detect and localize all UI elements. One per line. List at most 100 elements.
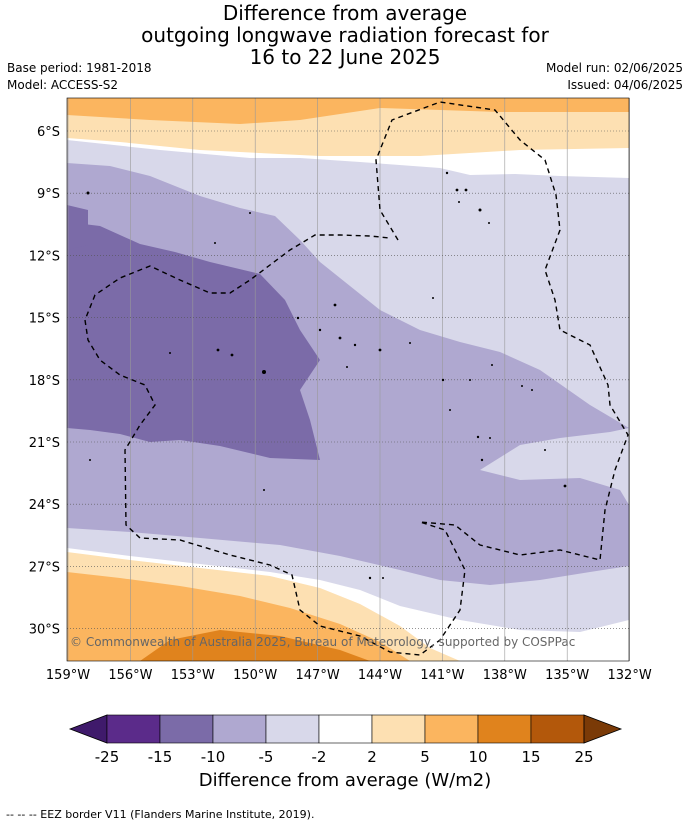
island <box>409 342 411 344</box>
colorbar-tick-label: 15 <box>521 748 540 766</box>
colorbar-tick-label: -10 <box>201 748 226 766</box>
lat-label: 18°S <box>29 374 60 389</box>
island <box>441 378 445 382</box>
island <box>89 459 91 461</box>
longitude-labels: 159°W 156°W 153°W 150°W 147°W 144°W 141°W 138°W… <box>46 668 652 683</box>
lon-label: 156°W <box>108 668 152 683</box>
copyright-notice: © Commonwealth of Australia 2025, Bureau… <box>70 635 575 649</box>
island <box>346 366 348 368</box>
lon-label: 138°W <box>483 668 527 683</box>
contour-band-pos-5-10-bottom <box>67 572 410 661</box>
island <box>491 364 493 366</box>
colorbar-tick-label: 10 <box>468 748 487 766</box>
chart-title: Difference from average outgoing longwav… <box>0 2 690 68</box>
colorbar-swatch <box>530 714 585 744</box>
island <box>432 297 434 299</box>
lat-label: 30°S <box>29 623 60 638</box>
colorbar-overflow-arrow <box>583 714 623 744</box>
island <box>263 489 265 491</box>
island <box>544 449 546 451</box>
island <box>563 484 567 488</box>
latitude-labels: 6°S 9°S 12°S 15°S 18°S 21°S 24°S 27°S 30°S <box>29 125 60 638</box>
lat-label: 9°S <box>37 187 60 202</box>
lon-label: 150°W <box>233 668 277 683</box>
lon-label: 147°W <box>296 668 340 683</box>
island <box>169 352 171 354</box>
lat-label: 6°S <box>37 125 60 140</box>
island <box>353 343 357 347</box>
graticule <box>67 98 630 661</box>
colorbar-swatch <box>106 714 161 744</box>
island <box>469 379 471 381</box>
colorbar-swatch <box>371 714 426 744</box>
island <box>445 171 449 175</box>
lat-label: 21°S <box>29 436 60 451</box>
model-run: Model run: 02/06/2025 <box>545 61 683 75</box>
lat-label: 12°S <box>29 249 60 264</box>
island <box>262 370 266 374</box>
issued-date: Issued: 04/06/2025 <box>567 78 683 92</box>
colorbar: -25 -15 -10 -5 -2 2 5 10 15 25 <box>68 714 623 766</box>
lat-label: 24°S <box>29 498 60 513</box>
contour-band-neg-15-25 <box>67 205 88 250</box>
lon-label: 153°W <box>171 668 215 683</box>
colorbar-tick-label: -5 <box>259 748 274 766</box>
eez-footnote: -- -- -- EEZ border V11 (Flanders Marine… <box>6 808 315 821</box>
colorbar-title: Difference from average (W/m2) <box>198 770 492 791</box>
model-name: Model: ACCESS-S2 <box>7 78 119 92</box>
lon-label: 141°W <box>420 668 464 683</box>
title-line-3: 16 to 22 June 2025 <box>249 45 441 69</box>
colorbar-swatch <box>159 714 214 744</box>
colorbar-swatch <box>424 714 479 744</box>
island <box>464 188 468 192</box>
contour-band-pos-5-10-top <box>67 98 629 124</box>
colorbar-swatch <box>265 714 320 744</box>
island <box>480 458 484 462</box>
meta-left: Base period: 1981-2018 Model: ACCESS-S2 <box>7 60 152 94</box>
lon-label: 159°W <box>46 668 90 683</box>
island <box>488 222 490 224</box>
colorbar-tick-label: 25 <box>574 748 593 766</box>
colorbar-swatch <box>318 714 373 744</box>
meta-right: Model run: 02/06/2025 Issued: 04/06/2025 <box>546 60 683 94</box>
island <box>216 348 220 352</box>
map-frame <box>66 97 630 662</box>
title-line-2: outgoing longwave radiation forecast for <box>141 23 549 47</box>
island <box>476 435 480 439</box>
island <box>296 316 300 320</box>
colorbar-tick-label: -25 <box>95 748 120 766</box>
island <box>531 389 533 391</box>
island <box>378 348 382 352</box>
island <box>368 576 372 580</box>
colorbar-tick-label: -15 <box>148 748 173 766</box>
lon-label: 135°W <box>545 668 589 683</box>
title-line-1: Difference from average <box>222 1 468 25</box>
colorbar-tick-label: -2 <box>312 748 327 766</box>
islands <box>86 171 567 580</box>
lat-label: 15°S <box>29 312 60 327</box>
island <box>338 336 342 340</box>
colorbar-tick-label: 5 <box>420 748 430 766</box>
lat-label: 27°S <box>29 560 60 575</box>
island <box>249 212 251 214</box>
colorbar-underflow-arrow <box>68 714 108 744</box>
colorbar-swatch <box>477 714 532 744</box>
island <box>214 242 216 244</box>
base-period: Base period: 1981-2018 <box>7 61 152 75</box>
island <box>478 208 482 212</box>
eez-border-east <box>84 101 629 656</box>
lon-label: 132°W <box>608 668 652 683</box>
lon-label: 144°W <box>358 668 402 683</box>
island <box>449 409 451 411</box>
island <box>455 188 459 192</box>
colorbar-swatch <box>212 714 267 744</box>
eez-border <box>84 101 629 656</box>
island <box>333 303 337 307</box>
island <box>86 191 90 195</box>
island <box>458 201 460 203</box>
island <box>489 437 491 439</box>
colorbar-tick-label: 2 <box>367 748 377 766</box>
island <box>230 353 234 357</box>
island <box>382 577 384 579</box>
